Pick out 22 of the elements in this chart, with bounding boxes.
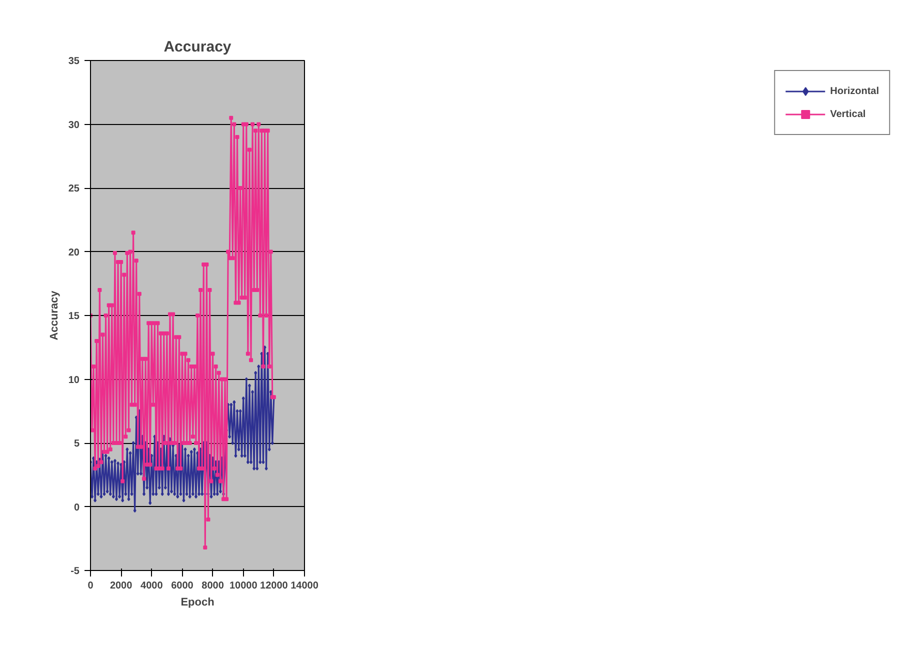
y-tick-label: 35 [68,56,80,67]
y-tick-label: 30 [68,120,80,131]
x-tick-label: 2000 [110,580,133,592]
y-tick-label: 25 [68,184,80,194]
y-tick-label: 15 [68,311,80,322]
x-tick-label: 14000 [290,580,319,592]
x-tick-label: 0 [88,580,94,592]
x-tick-label: 12000 [260,580,288,592]
y-tick-label: 5 [74,438,80,450]
x-tick-label: 4000 [140,580,164,592]
y-tick-label: 10 [68,374,80,386]
y-axis-title: Accuracy [48,290,60,340]
legend-label: Vertical [830,108,866,120]
x-tick-label: 10000 [229,580,258,592]
x-tick-label: 6000 [171,580,194,592]
y-tick-label: 0 [74,502,80,514]
x-tick-label: 8000 [202,580,224,592]
chart-title: Accuracy [164,38,232,56]
y-tick-label: -5 [70,566,80,577]
legend-label: Horizontal [830,86,879,96]
x-axis-title: Epoch [180,596,215,608]
y-tick-label: 20 [68,247,80,258]
